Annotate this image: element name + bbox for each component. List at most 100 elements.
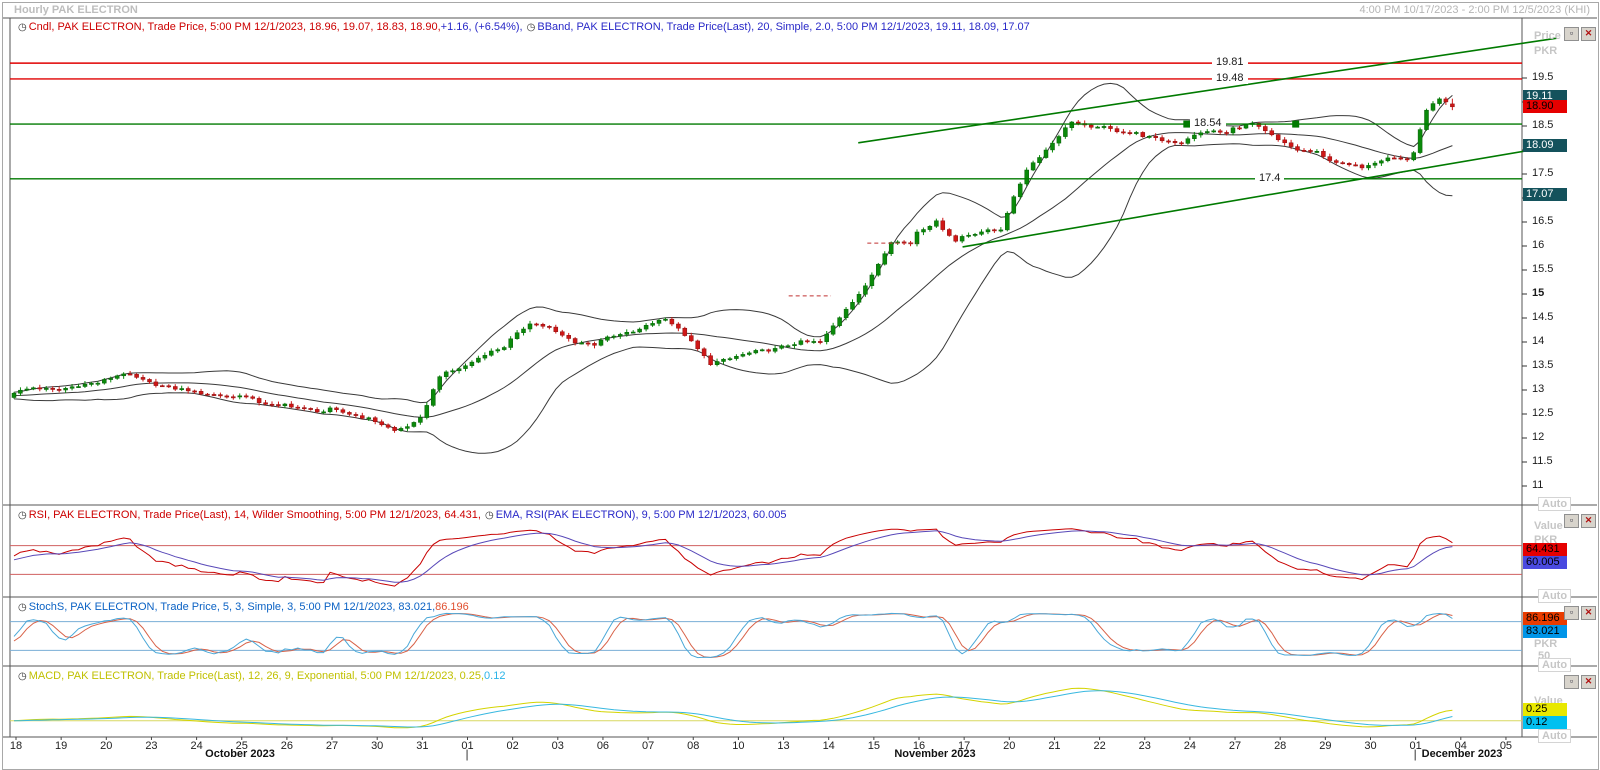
trend-line-upper xyxy=(858,37,1557,144)
x-axis-day-label: 30 xyxy=(1364,740,1377,752)
date-range-label: 4:00 PM 10/17/2023 - 2:00 PM 12/5/2023 (… xyxy=(1359,4,1590,16)
axis-auto-button[interactable]: Auto xyxy=(1538,589,1572,603)
level-price-label: 19.48 xyxy=(1212,71,1248,84)
bollinger-upper-band xyxy=(13,82,1453,404)
legend-text: 0.12 xyxy=(484,670,506,682)
legend-text: EMA, RSI(PAK ELECTRON), 9, 5:00 PM 12/1/… xyxy=(495,509,787,521)
clock-icon: ◷ xyxy=(526,21,536,33)
clock-icon: ◷ xyxy=(18,21,27,33)
month-separator: | xyxy=(465,747,469,761)
level-price-label: 17.4 xyxy=(1255,171,1285,184)
axis-value-badge: 86.196 xyxy=(1523,612,1567,625)
panel-buttons: ▫ ✕ xyxy=(1562,602,1596,620)
minimize-panel-icon[interactable]: ▫ xyxy=(1564,514,1579,528)
x-axis-day-label: 01 xyxy=(1409,740,1422,752)
x-axis-day-label: 23 xyxy=(145,740,158,752)
axis-auto-button[interactable]: Auto xyxy=(1538,497,1572,511)
price-tick-label: 16.5 xyxy=(1532,215,1554,227)
x-axis-day-label: 16 xyxy=(912,740,926,752)
x-axis-day-label: 21 xyxy=(1048,740,1061,752)
price-tick-label: 19.5 xyxy=(1532,71,1554,83)
x-axis-day-label: 13 xyxy=(777,740,790,752)
close-panel-icon[interactable]: ✕ xyxy=(1581,675,1596,689)
x-axis-day-label: 05 xyxy=(1499,740,1513,752)
x-axis-day-label: 06 xyxy=(596,740,610,752)
axis-title-label: PKR xyxy=(1534,45,1558,57)
legend-text: RSI, PAK ELECTRON, Trade Price(Last), 14… xyxy=(28,509,481,521)
rsi-panel-legend[interactable]: ◷ RSI, PAK ELECTRON, Trade Price(Last), 1… xyxy=(14,508,787,522)
close-panel-icon[interactable]: ✕ xyxy=(1581,514,1596,528)
level-price-label: 18.54 xyxy=(1190,117,1226,130)
x-axis-day-label: 23 xyxy=(1138,740,1151,752)
clock-icon: ◷ xyxy=(18,509,27,521)
x-axis-month-label: December 2023 xyxy=(1421,748,1503,760)
x-axis-month-label: November 2023 xyxy=(894,748,976,760)
axis-value-badge: 19.11 xyxy=(1523,90,1567,104)
bollinger-lower-band xyxy=(13,143,1453,454)
price-tick-label: 15 xyxy=(1532,287,1545,299)
macd-signal-line xyxy=(13,690,1453,728)
panel-buttons: ▫ ✕ xyxy=(1562,671,1596,689)
x-axis-day-label: 22 xyxy=(1093,740,1106,752)
x-axis-day-label: 14 xyxy=(822,740,835,752)
x-axis-day-label: 29 xyxy=(1319,740,1332,752)
candles-group[interactable] xyxy=(11,82,1455,454)
macd-line xyxy=(13,687,1453,729)
price-panel-legend[interactable]: ◷ Cndl, PAK ELECTRON, Trade Price, 5:00 P… xyxy=(14,20,1030,34)
price-tick-label: 16 xyxy=(1532,239,1545,251)
level-price-label: 19.81 xyxy=(1212,56,1248,69)
x-axis-day-label: 24 xyxy=(190,740,203,752)
legend-text: +1.16, (+6.54%), xyxy=(440,21,523,33)
stoch-panel-legend[interactable]: ◷ StochS, PAK ELECTRON, Trade Price, 5, 3… xyxy=(14,600,469,614)
horizontal-level-lines[interactable] xyxy=(10,62,1522,180)
x-axis-day-label: 03 xyxy=(551,740,564,752)
price-tick-label: 12 xyxy=(1532,431,1545,443)
price-tick-label: 12.5 xyxy=(1532,407,1554,419)
stoch-k-line xyxy=(13,612,1453,659)
month-separator: | xyxy=(1413,747,1417,761)
x-axis-day-label: 28 xyxy=(1274,740,1287,752)
chart-title: Hourly PAK ELECTRON xyxy=(14,4,138,16)
axis-value-badge: 0.12 xyxy=(1523,715,1567,729)
bollinger-middle-band xyxy=(13,132,1453,418)
price-tick-label: 11 xyxy=(1532,479,1544,491)
minimize-panel-icon[interactable]: ▫ xyxy=(1564,675,1579,689)
axis-value-badge: 18.90 xyxy=(1523,100,1567,114)
price-tick-label: 11.5 xyxy=(1532,455,1553,467)
panel-buttons: ▫ ✕ xyxy=(1562,510,1596,528)
minimize-panel-icon[interactable]: ▫ xyxy=(1564,27,1579,41)
trend-channel[interactable] xyxy=(788,37,1557,297)
x-axis-day-label: 27 xyxy=(1228,740,1242,752)
legend-text: MACD, PAK ELECTRON, Trade Price(Last), 1… xyxy=(28,670,485,682)
stoch-d-line xyxy=(13,612,1453,659)
price-tick-label: 15.5 xyxy=(1532,263,1554,275)
axis-value-badge: 17.07 xyxy=(1523,188,1567,202)
x-axis-day-label: 08 xyxy=(687,740,700,752)
trend-line-lower xyxy=(962,149,1532,248)
price-tick-label: 17.5 xyxy=(1532,167,1554,179)
clock-icon: ◷ xyxy=(18,670,27,682)
x-axis-day-label: 27 xyxy=(325,740,339,752)
close-panel-icon[interactable]: ✕ xyxy=(1581,27,1596,41)
close-panel-icon[interactable]: ✕ xyxy=(1581,606,1596,620)
legend-text: StochS, PAK ELECTRON, Trade Price, 5, 3,… xyxy=(28,601,436,613)
x-axis-day-label: 30 xyxy=(371,740,384,752)
x-axis-day-label: 15 xyxy=(867,740,880,752)
x-axis-day-label: 19 xyxy=(55,740,68,752)
minimize-panel-icon[interactable]: ▫ xyxy=(1564,606,1579,620)
axis-auto-button[interactable]: Auto xyxy=(1538,729,1572,743)
price-tick-label: 14 xyxy=(1532,335,1545,347)
rsi-ema-line xyxy=(13,530,1453,583)
axis-title-label: PKR xyxy=(1534,638,1558,650)
rsi-line xyxy=(13,528,1453,587)
x-axis-day-label: 24 xyxy=(1183,740,1197,752)
macd-panel-legend[interactable]: ◷ MACD, PAK ELECTRON, Trade Price(Last), … xyxy=(14,669,505,683)
price-tick-label: 18.5 xyxy=(1532,119,1554,131)
x-axis-day-label: 25 xyxy=(235,740,248,752)
axis-auto-button[interactable]: Auto xyxy=(1538,658,1572,672)
x-axis-day-label: 01 xyxy=(461,740,474,752)
axis-value-badge: 0.25 xyxy=(1523,702,1567,716)
price-tick-label: 13 xyxy=(1532,383,1545,395)
